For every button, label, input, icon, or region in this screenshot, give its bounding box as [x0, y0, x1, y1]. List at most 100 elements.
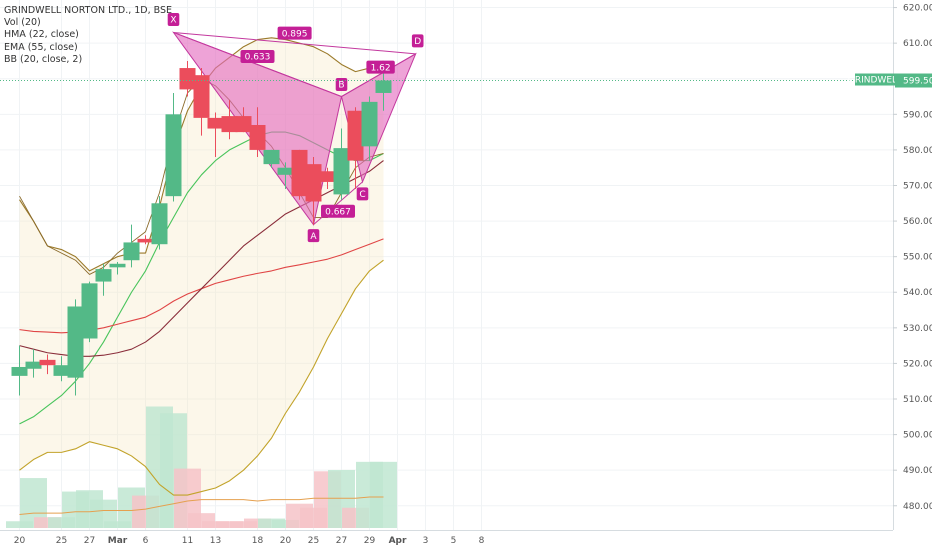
candle-14: [207, 112, 224, 158]
ratio-line-2: [341, 53, 416, 97]
candle-body-5: [81, 283, 98, 339]
volume-bar-14: [202, 521, 229, 528]
candle-3: [53, 356, 70, 382]
ratio-line-3: [173, 31, 416, 55]
symbol-tag-text: GRINDWELL: [848, 76, 902, 86]
ratio-label-3-bg: [277, 26, 312, 40]
y-tick-label-1: 490.00: [903, 466, 932, 476]
chart-grid: [0, 0, 893, 530]
y-tick-label-4: 520.00: [903, 359, 932, 369]
point-label-B-text: B: [338, 81, 344, 91]
candle-body-2: [39, 359, 56, 366]
candle-body-23: [333, 148, 350, 195]
point-label-C-text: C: [359, 190, 365, 200]
y-tick-label-5: 530.00: [903, 324, 932, 334]
candle-body-26: [375, 80, 392, 93]
ratio-label-2-bg: [366, 60, 395, 74]
y-tick-label-2: 500.00: [903, 431, 932, 441]
candle-body-10: [151, 203, 168, 245]
candle-26: [375, 68, 392, 111]
y-tick-label-9: 570.00: [903, 181, 932, 191]
volume-bar-0: [6, 521, 33, 528]
legend-hma[interactable]: HMA (22, close): [4, 29, 79, 41]
candle-16: [235, 107, 252, 133]
point-label-D-text: D: [414, 37, 421, 47]
candle-15: [221, 100, 238, 140]
ratio-label-2-text: 1.62: [371, 63, 391, 73]
point-label-X-bg: [167, 12, 180, 26]
chart-title[interactable]: GRINDWELL NORTON LTD., 1D, BSE: [4, 5, 173, 16]
point-label-X-text: X: [170, 16, 176, 26]
candle-24: [347, 107, 364, 190]
ratio-label-3: 0.895: [277, 26, 312, 40]
volume-bar-26: [370, 461, 397, 528]
candle-body-13: [193, 75, 210, 118]
x-tick-label-11: 29: [364, 536, 376, 546]
candle-body-8: [123, 242, 140, 261]
chart-legend: GRINDWELL NORTON LTD., 1D, BSE Vol (20) …: [4, 5, 172, 66]
candle-body-21: [305, 164, 322, 202]
candle-22: [319, 167, 336, 190]
candle-4: [67, 299, 84, 396]
candle-9: [137, 235, 154, 245]
pattern-labels: X A B C D 0.633 0.667 1.62 0.895: [167, 12, 424, 243]
time-axis-bg: [0, 530, 932, 550]
point-label-D: D: [411, 34, 424, 48]
ratio-line-0: [173, 32, 342, 97]
candle-body-24: [347, 110, 364, 161]
x-tick-label-7: 18: [252, 536, 264, 546]
point-label-B-bg: [335, 78, 348, 92]
legend-bb[interactable]: BB (20, close, 2): [4, 53, 83, 65]
candle-6: [95, 263, 112, 296]
candle-5: [81, 281, 98, 343]
candle-17: [249, 107, 266, 158]
candle-body-12: [179, 68, 196, 90]
candle-body-15: [221, 116, 238, 133]
ratio-label-0-text: 0.633: [245, 53, 271, 63]
candle-body-22: [319, 171, 336, 182]
time-axis[interactable]: 20 25 27 Mar 6 11 13 18 20 25 27 29 Apr 3 5 8: [0, 530, 932, 550]
y-tick-label-8: 560.00: [903, 217, 932, 227]
candle-body-18: [263, 149, 280, 165]
legend-volume[interactable]: Vol (20): [4, 17, 41, 29]
symbol-tag-bg: [855, 73, 895, 86]
price-tag-text: 599.50: [903, 77, 932, 87]
candle-0: [11, 345, 28, 396]
x-tick-label-15: 8: [479, 536, 485, 546]
x-tick-label-1: 25: [56, 536, 67, 546]
legend-ema[interactable]: EMA (55, close): [4, 41, 78, 53]
candlesticks[interactable]: [11, 60, 392, 396]
point-label-C-bg: [356, 187, 369, 201]
candle-10: [151, 196, 168, 250]
x-tick-label-4: 6: [143, 536, 149, 546]
ratio-label-1-text: 0.667: [325, 207, 351, 217]
point-label-A-bg: [307, 229, 320, 243]
candle-20: [291, 149, 308, 200]
point-label-C: C: [356, 187, 369, 201]
candle-body-7: [109, 263, 126, 268]
volume-ma-line: [19, 496, 384, 515]
x-tick-label-2: 27: [84, 536, 95, 546]
ratio-label-0-bg: [240, 49, 275, 63]
volume-bars: [6, 406, 397, 528]
x-tick-label-14: 5: [451, 536, 457, 546]
candle-body-25: [361, 101, 378, 147]
ratio-label-1-bg: [321, 204, 355, 218]
candle-body-0: [11, 366, 28, 376]
price-axis-bg: [893, 0, 932, 550]
point-label-B: B: [335, 78, 348, 92]
ratio-label-1: 0.667: [321, 204, 355, 218]
x-tick-label-8: 20: [280, 536, 292, 546]
volume-bar-19: [272, 519, 299, 528]
volume-bar-17: [244, 518, 271, 528]
x-tick-label-0: 20: [14, 536, 26, 546]
y-tick-label-13: 610.00: [903, 39, 932, 49]
y-tick-label-11: 590.00: [903, 110, 932, 120]
candle-25: [361, 96, 378, 161]
point-label-A-text: A: [310, 232, 317, 242]
point-label-D-bg: [411, 34, 424, 48]
x-tick-label-6: 13: [210, 536, 221, 546]
candle-body-1: [25, 361, 42, 369]
price-axis[interactable]: 480.00 490.00 500.00 510.00 520.00 530.00 540.…: [893, 0, 932, 550]
